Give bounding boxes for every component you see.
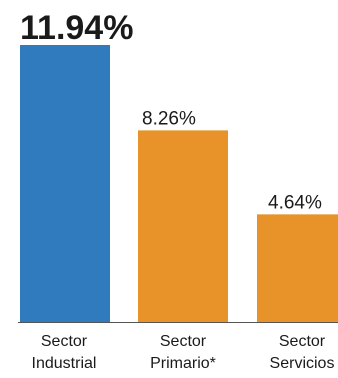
- category-label-1-line-2: Industrial: [32, 355, 97, 372]
- value-label-2: 8.26%: [142, 108, 196, 129]
- category-label-3-line-1: Sector: [279, 333, 326, 350]
- bar-2: [138, 130, 228, 322]
- category-labels-group: Sector Industrial Sector Primario* Sector Ser…: [32, 333, 335, 372]
- category-label-2-line-2: Primario*: [150, 355, 216, 372]
- bar-3: [257, 214, 338, 322]
- value-labels-group: 11.94% 8.26% 4.64%: [20, 9, 322, 213]
- value-label-3: 4.64%: [268, 192, 322, 213]
- category-label-2-line-1: Sector: [160, 333, 207, 350]
- bar-1: [20, 45, 110, 322]
- bars-group: [20, 45, 338, 322]
- category-label-3-line-2: Servicios: [270, 355, 335, 372]
- value-label-1: 11.94%: [20, 9, 133, 47]
- category-label-1-line-1: Sector: [41, 333, 88, 350]
